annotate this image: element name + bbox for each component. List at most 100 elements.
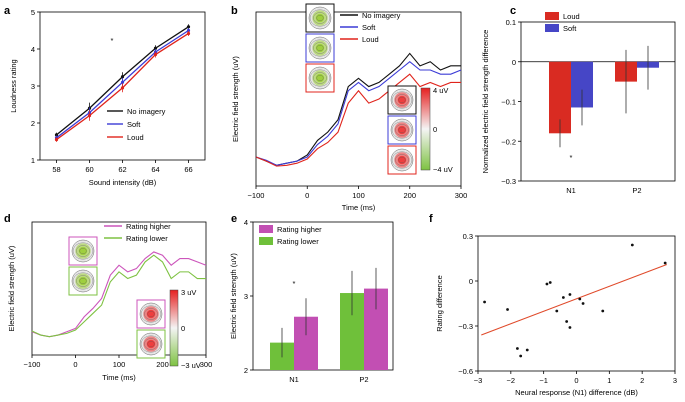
panel-d-topo-higher-n1 [68, 236, 98, 266]
panel-f-ytick-label: −0.6 [458, 367, 473, 376]
panel-f-point [581, 302, 585, 305]
panel-f-xtick-label: 2 [640, 376, 644, 385]
panel-b-topo-loud-n1-contour [313, 72, 327, 84]
panel-b-topo-no-imagery-n1-contour [313, 12, 327, 24]
panel-b-topo-no-imagery-p2-contour [398, 97, 406, 103]
panel-d-topo-higher-p2-contour [147, 311, 155, 317]
panel-f-frame [477, 235, 676, 372]
panel-c-significance: * [570, 153, 573, 162]
panel-b-topo-loud-p2-contour [391, 151, 413, 169]
panel-e-legend-label: Rating higher [277, 225, 322, 234]
panel-b-topo-loud-p2 [387, 145, 417, 175]
panel-a-xtick-label: 60 [85, 165, 93, 174]
panel-b-legend-label: Soft [362, 23, 376, 32]
panel-d-legend-label: Rating higher [126, 222, 171, 231]
panel-f-point [561, 296, 565, 299]
panel-f-point [525, 348, 529, 352]
panel-b-topo-soft-p2-contour [395, 124, 409, 136]
panel-a-xtick-label: 58 [52, 165, 60, 174]
panel-d-colorbar-max-label: 3 uV [181, 288, 196, 297]
panel-b-topo-no-imagery-p2 [387, 85, 417, 115]
panel-b-topo-loud-n1 [305, 63, 335, 93]
panel-b-xtick-label: −100 [248, 191, 265, 200]
panel-b-series-line [255, 61, 462, 166]
panel-b-topo-no-imagery-n1-contour [309, 9, 331, 27]
panel-b-topo-soft-p2-contour [398, 127, 406, 133]
panel-a-point [120, 80, 125, 84]
panel-e-category-label: P2 [359, 375, 368, 384]
panel-d-series-line [31, 251, 207, 338]
panel-f-point [663, 261, 667, 265]
panel-a-xtick-label: 64 [151, 165, 159, 174]
panel-f-point [568, 293, 572, 296]
panel-d-topo-higher-p2-core [146, 309, 156, 319]
panel-d-topo-higher-n1-contour [72, 242, 94, 260]
panel-a-ytick-label: 2 [31, 119, 35, 128]
panel-f-point [516, 347, 519, 350]
panel-f-point [601, 309, 605, 313]
panel-b-topo-soft-p2 [387, 115, 417, 145]
panel-a-ytick-label: 3 [31, 82, 35, 91]
panel-a-ytick-label: 4 [31, 45, 35, 54]
panel-d-series-line [31, 254, 206, 338]
panel-a-xlabel: Sound intensity (dB) [89, 178, 157, 187]
panel-b-series-line [255, 73, 461, 167]
panel-a-significance: * [111, 36, 114, 45]
panel-c-legend-label: Loud [563, 12, 580, 21]
panel-f-point [519, 354, 523, 358]
panel-d-topo-lower-p2-core [146, 339, 156, 349]
panel-f-xtick-label: 1 [607, 376, 611, 385]
panel-f-letter: f [429, 213, 433, 225]
panel-b-colorbar-min-label: −4 uV [433, 165, 453, 174]
panel-d-colorbar [169, 289, 179, 367]
panel-d-xtick-label: 0 [73, 360, 77, 369]
panel-b-topo-no-imagery-p2-contour [395, 94, 409, 106]
panel-d-topo-higher-n1-contour [79, 248, 87, 254]
panel-a-ylabel: Loudness rating [9, 59, 18, 112]
panel-b-topo-loud-n1-contour [316, 75, 324, 81]
panel-f-point [545, 282, 549, 286]
panel-f-point [578, 297, 582, 301]
panel-a-point [186, 28, 191, 33]
panel-a-point [54, 133, 59, 137]
panel-a-xtick-label: 66 [184, 165, 192, 174]
panel-c-ytick-label: −0.1 [501, 98, 516, 107]
panel-f-point [506, 308, 509, 311]
panel-b-letter: b [231, 5, 238, 17]
panel-d-topo-higher-p2-contour [144, 308, 158, 320]
panel-d-topo-lower-p2-contour [144, 338, 158, 350]
panel-f-xlabel: Neural response (N1) difference (dB) [515, 388, 638, 397]
panel-a-point [120, 75, 125, 79]
panel-b-topo-loud-n1-core [315, 73, 325, 83]
panel-f-ytick-label: −0.3 [458, 322, 473, 331]
panel-c-frame [520, 21, 676, 182]
panel-b-topo-no-imagery-n1-contour [316, 15, 324, 21]
panel-f-xtick-label: −2 [507, 376, 516, 385]
panel-d-topo-lower-n1-contour [72, 272, 94, 290]
panel-a-xtick-label: 62 [118, 165, 126, 174]
panel-f-xtick-label: 3 [673, 376, 677, 385]
panel-a-point [186, 31, 191, 36]
panel-f-ylabel: Rating difference [435, 275, 444, 332]
panel-d-topo-higher-p2-contour [140, 305, 162, 323]
panel-a-point [54, 138, 59, 142]
panel-e-ytick-label: 4 [244, 218, 248, 227]
panel-b-colorbar [420, 87, 431, 171]
panel-a-ytick-label: 1 [31, 156, 35, 165]
panel-d-xtick-label: 200 [156, 360, 169, 369]
panel-c-legend-swatch [545, 24, 559, 32]
panel-d-topo-lower-p2-contour [140, 335, 162, 353]
panel-c-bar [571, 61, 593, 108]
panel-e-ylabel: Electric field strength (uV) [229, 253, 238, 339]
panel-d-legend-label: Rating lower [126, 234, 168, 243]
panel-a-point [153, 46, 158, 50]
panel-c-ytick-label: 0.1 [506, 18, 516, 27]
panel-e-legend-swatch [259, 225, 273, 233]
panel-f-point [630, 243, 634, 247]
panel-b-topo-soft-p2-core [397, 125, 407, 135]
panel-a-point [120, 86, 125, 90]
panel-c-bar [549, 61, 571, 134]
panel-f-xtick-label: −3 [474, 376, 483, 385]
panel-b-topo-soft-n1-contour [316, 45, 324, 51]
panel-b-topo-no-imagery-p2-contour [391, 91, 413, 109]
